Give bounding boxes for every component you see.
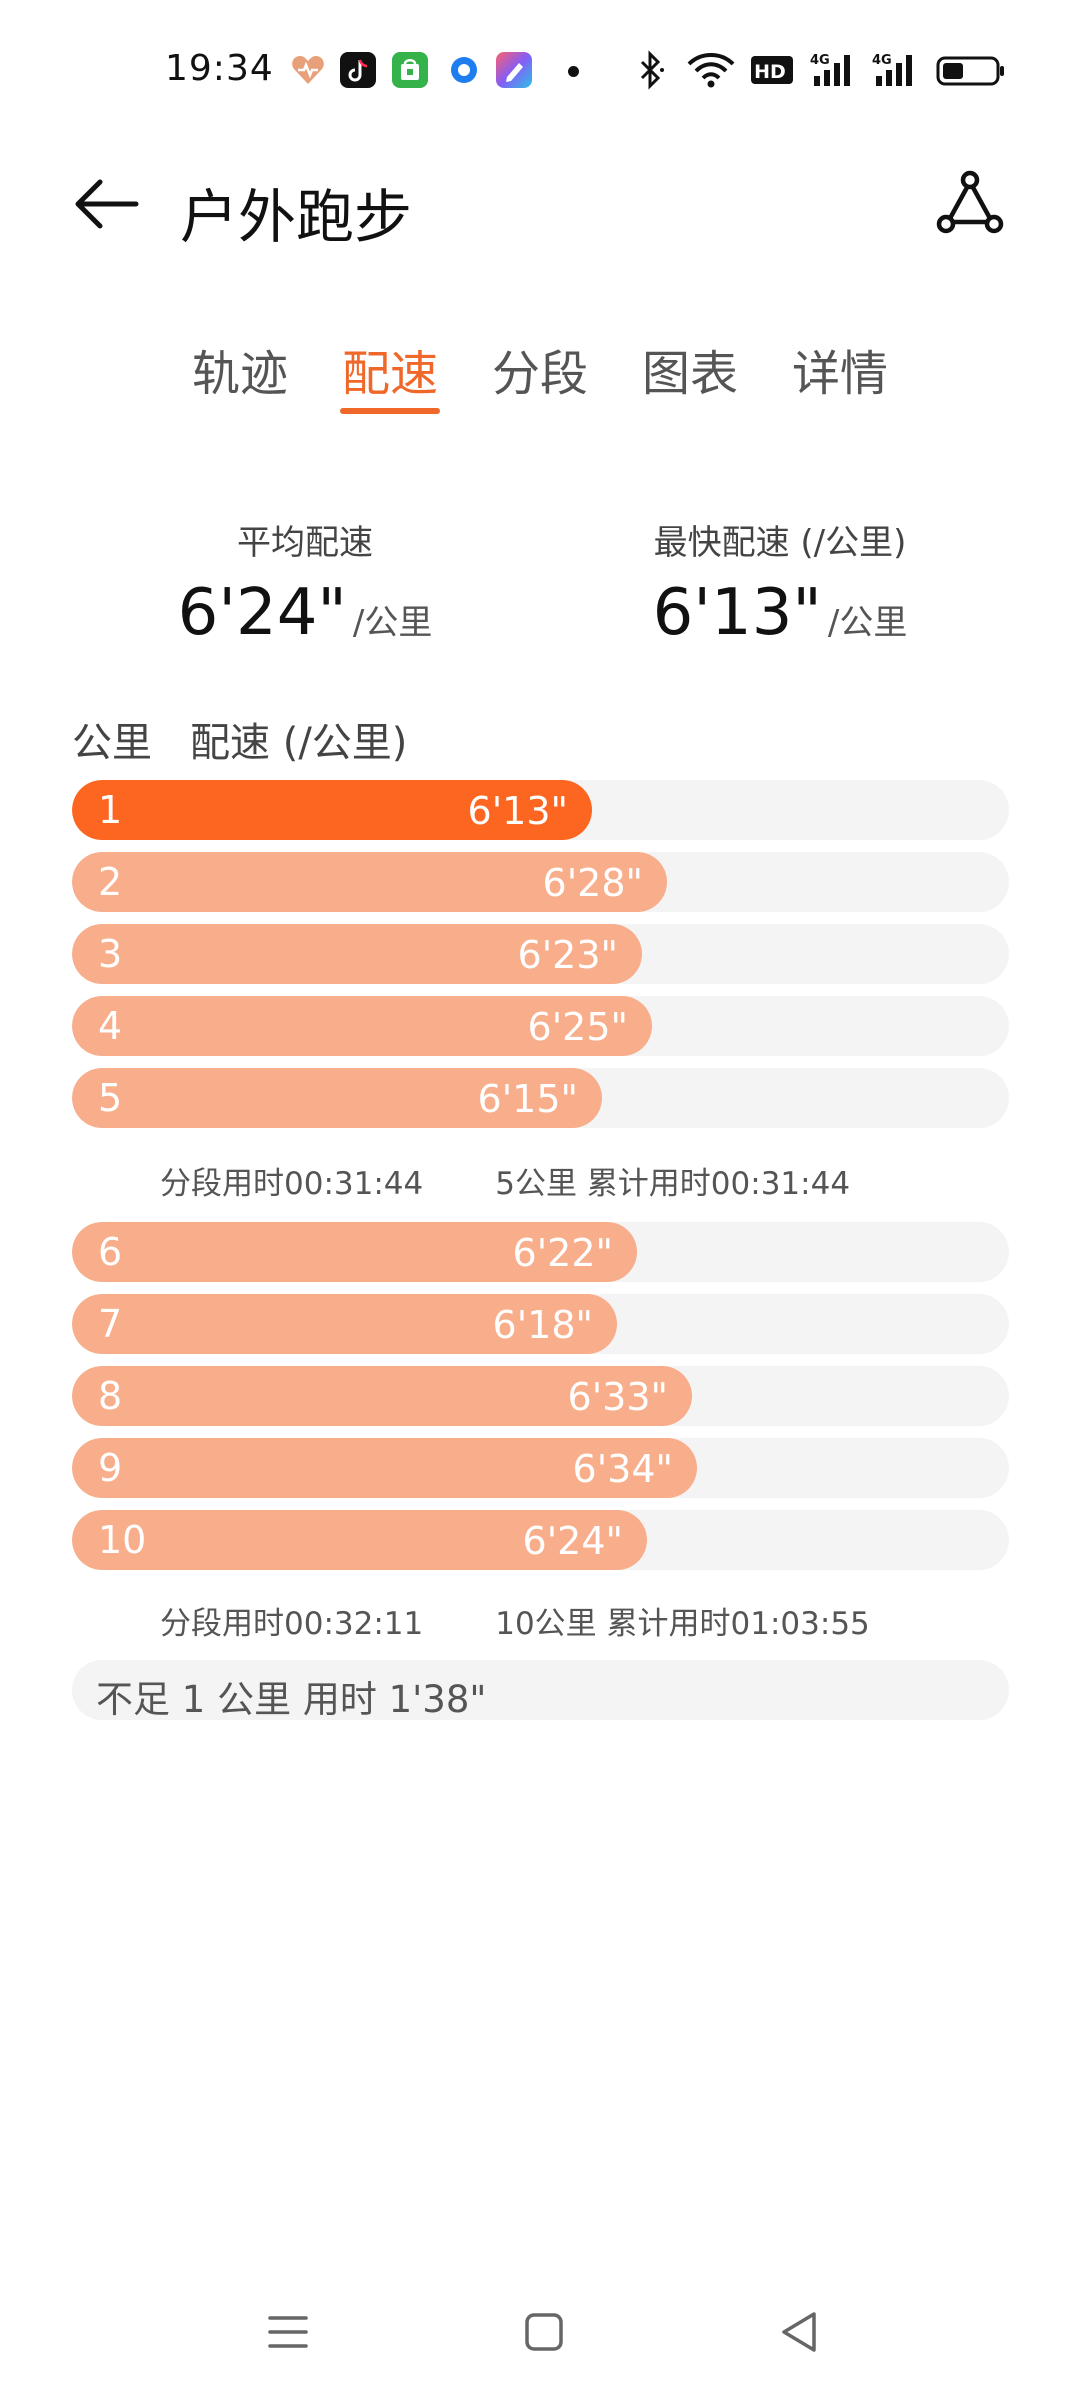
net-label-2: 4G: [872, 53, 892, 68]
split-row[interactable]: 3 6'23": [72, 924, 1009, 984]
split-km: 5: [98, 1076, 123, 1120]
split-pace-bar: [72, 1438, 697, 1498]
average-pace-block: 平均配速 6'24"/公里: [140, 515, 470, 650]
split-pace: 6'28": [542, 861, 643, 905]
pencil-app-icon: [496, 52, 532, 88]
split-pace: 6'25": [527, 1005, 628, 1049]
store-icon: [392, 52, 428, 88]
average-pace-unit: /公里: [352, 603, 433, 643]
split-row[interactable]: 7 6'18": [72, 1294, 1009, 1354]
split-row[interactable]: 8 6'33": [72, 1366, 1009, 1426]
system-nav-bar: [0, 2290, 1080, 2380]
route-share-icon[interactable]: [930, 164, 1010, 244]
hd-icon: HD: [751, 56, 793, 84]
segment-cumulative-time: 5公里 累计用时00:31:44: [495, 1166, 851, 1202]
split-pace-bar: [72, 924, 642, 984]
split-km: 7: [98, 1302, 123, 1346]
split-pace-bar: [72, 1366, 692, 1426]
split-pace: 6'22": [512, 1231, 613, 1275]
split-km: 2: [98, 860, 123, 904]
tab-pace[interactable]: 配速: [339, 330, 441, 420]
split-km: 1: [98, 788, 123, 832]
tab-details[interactable]: 详情: [792, 346, 889, 402]
split-row[interactable]: 2 6'28": [72, 852, 1009, 912]
split-row[interactable]: 6 6'22": [72, 1222, 1009, 1282]
heart-icon: [292, 56, 324, 84]
split-km: 6: [98, 1230, 123, 1274]
status-bar: 19:34 HD 4G: [0, 0, 1080, 140]
circle-app-icon: [451, 57, 477, 83]
home-icon[interactable]: [514, 2302, 574, 2362]
menu-icon[interactable]: [258, 2302, 318, 2362]
split-pace-bar: [72, 1510, 647, 1570]
segment-summary: 分段用时00:31:44 5公里 累计用时00:31:44: [160, 1158, 850, 1203]
back-triangle-icon[interactable]: [770, 2302, 830, 2362]
status-time: 19:34: [165, 48, 274, 89]
split-pace-bar: [72, 1068, 602, 1128]
hd-label: HD: [754, 61, 786, 83]
split-pace: 6'15": [477, 1077, 578, 1121]
tab-track[interactable]: 轨迹: [191, 346, 288, 402]
split-km: 4: [98, 1004, 123, 1048]
split-pace: 6'34": [572, 1447, 673, 1491]
fastest-pace-block: 最快配速 (/公里) 6'13"/公里: [600, 515, 960, 650]
split-row[interactable]: 1 6'13": [72, 780, 1009, 840]
split-row[interactable]: 5 6'15": [72, 1068, 1009, 1128]
split-row[interactable]: 10 6'24": [72, 1510, 1009, 1570]
tab-bar: 轨迹 配速 分段 图表 详情: [0, 330, 1080, 420]
remainder-text: 不足 1 公里 用时 1'38": [96, 1678, 487, 1721]
split-list-header: 公里 配速 (/公里): [72, 710, 407, 768]
tab-segments[interactable]: 分段: [491, 346, 588, 402]
bluetooth-icon: [640, 50, 664, 90]
split-pace: 6'23": [517, 933, 618, 977]
remainder-row: 不足 1 公里 用时 1'38": [72, 1660, 1009, 1721]
split-pace-bar: [72, 780, 592, 840]
split-pace-bar: [72, 996, 652, 1056]
segment-cumulative-time: 10公里 累计用时01:03:55: [495, 1606, 870, 1642]
header: 户外跑步: [0, 140, 1080, 270]
split-km: 9: [98, 1446, 123, 1490]
tiktok-icon: [340, 52, 376, 88]
split-pace: 6'13": [467, 789, 568, 833]
fastest-pace-unit: /公里: [827, 603, 908, 643]
dot-icon: [568, 66, 579, 77]
pace-summary: 平均配速 6'24"/公里 最快配速 (/公里) 6'13"/公里: [0, 515, 1080, 665]
tab-charts[interactable]: 图表: [642, 346, 739, 402]
fastest-pace-value: 6'13": [652, 576, 822, 650]
wifi-icon: [687, 53, 735, 88]
split-pace-bar: [72, 852, 667, 912]
average-pace-value: 6'24": [177, 576, 347, 650]
arrow-left-icon[interactable]: [70, 164, 150, 244]
pace-column-label: 配速 (/公里): [190, 720, 408, 766]
battery-icon: [936, 56, 1004, 86]
split-km: 3: [98, 932, 123, 976]
split-pace: 6'24": [522, 1519, 623, 1563]
segment-summary: 分段用时00:32:11 10公里 累计用时01:03:55: [160, 1598, 870, 1643]
split-km: 10: [98, 1518, 147, 1562]
signal-4g-icon-2: 4G: [872, 53, 912, 86]
split-row[interactable]: 4 6'25": [72, 996, 1009, 1056]
signal-4g-icon: 4G: [810, 53, 850, 86]
page-title: 户外跑步: [180, 183, 413, 251]
split-pace: 6'33": [567, 1375, 668, 1419]
split-pace-bar: [72, 1294, 617, 1354]
split-pace-bar: [72, 1222, 637, 1282]
split-row[interactable]: 9 6'34": [72, 1438, 1009, 1498]
net-label-1: 4G: [810, 53, 830, 68]
segment-split-time: 分段用时00:32:11: [160, 1606, 424, 1642]
split-km: 8: [98, 1374, 123, 1418]
average-pace-label: 平均配速: [237, 523, 373, 563]
fastest-pace-label: 最快配速 (/公里): [653, 523, 907, 563]
segment-split-time: 分段用时00:31:44: [160, 1166, 424, 1202]
split-pace: 6'18": [492, 1303, 593, 1347]
km-column-label: 公里: [72, 720, 152, 766]
